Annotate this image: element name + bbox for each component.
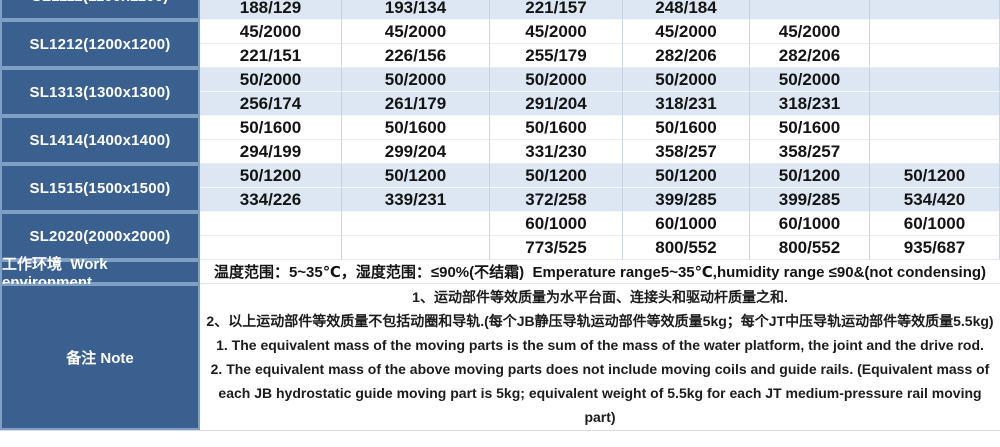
spec-cell: 50/1600 bbox=[342, 116, 490, 140]
spec-cell: 256/174 bbox=[200, 92, 342, 116]
spec-cell: 534/420 bbox=[870, 188, 1000, 212]
spec-cell: 221/151 bbox=[200, 44, 342, 68]
spec-cell: 45/2000 bbox=[750, 20, 870, 44]
spec-cell: 50/1600 bbox=[200, 116, 342, 140]
spec-cell: 226/156 bbox=[342, 44, 490, 68]
spec-cell: 50/2000 bbox=[342, 68, 490, 92]
spec-cell: 935/687 bbox=[870, 236, 1000, 260]
spec-cell: 45/2000 bbox=[200, 20, 342, 44]
spec-cell bbox=[200, 236, 342, 260]
table-row: SL2020(2000x2000) 60/1000 60/1000 60/1000 60… bbox=[0, 212, 1000, 260]
note-line: each JB hydrostatic guide moving part is… bbox=[218, 385, 982, 401]
table-row: SL1515(1500x1500) 50/1200 50/1200 50/1200 50… bbox=[0, 164, 1000, 212]
note-line: 2. The equivalent mass of the above movi… bbox=[210, 361, 990, 377]
spec-cell: 248/184 bbox=[623, 0, 750, 20]
spec-cell: 50/1600 bbox=[750, 116, 870, 140]
model-label: SL1313(1300x1300) bbox=[0, 68, 200, 116]
spec-cell: 358/257 bbox=[750, 140, 870, 164]
spec-cell: 50/1600 bbox=[623, 116, 750, 140]
spec-cell: 221/157 bbox=[490, 0, 623, 20]
spec-cell: 50/1200 bbox=[870, 164, 1000, 188]
note-label: 备注 Note bbox=[0, 284, 200, 430]
note-line: 2、以上运动部件等效质量不包括动圈和导轨.(每个JB静压导轨运动部件等效质量5k… bbox=[206, 313, 994, 329]
table-row: SL1212(1200x1200) 45/2000 45/2000 45/2000 45… bbox=[0, 20, 1000, 68]
spec-cell bbox=[870, 140, 1000, 164]
spec-cell bbox=[870, 68, 1000, 92]
spec-cell: 60/1000 bbox=[490, 212, 623, 236]
model-label: SL1414(1400x1400) bbox=[0, 116, 200, 164]
work-environment-label: 工作环境 Work environment bbox=[0, 256, 200, 291]
spec-cell: 50/1200 bbox=[490, 164, 623, 188]
spec-cell: 282/206 bbox=[750, 44, 870, 68]
spec-cell: 50/1200 bbox=[342, 164, 490, 188]
spec-cell: 193/134 bbox=[342, 0, 490, 20]
spec-cell: 299/204 bbox=[342, 140, 490, 164]
spec-cell: 45/2000 bbox=[490, 20, 623, 44]
spec-cell: 45/2000 bbox=[623, 20, 750, 44]
spec-cell: 188/129 bbox=[200, 0, 342, 20]
note-line: 1、运动部件等效质量为水平台面、连接头和驱动杆质量之和. bbox=[412, 289, 788, 305]
spec-cell: 50/1200 bbox=[750, 164, 870, 188]
spec-cell: 45/2000 bbox=[342, 20, 490, 44]
model-label: SL1212(1200x1200) bbox=[0, 20, 200, 68]
spec-cell: 50/1600 bbox=[490, 116, 623, 140]
spec-cell bbox=[750, 0, 870, 20]
note-line: 1. The equivalent mass of the moving par… bbox=[216, 337, 984, 353]
spec-cell bbox=[870, 116, 1000, 140]
spec-rows: SL1111(1100x1100)188/129193/134221/15724… bbox=[0, 0, 1000, 260]
spec-cell: 50/2000 bbox=[490, 68, 623, 92]
spec-cell: 261/179 bbox=[342, 92, 490, 116]
spec-cell: 60/1000 bbox=[750, 212, 870, 236]
spec-cell bbox=[870, 44, 1000, 68]
spec-cell bbox=[200, 212, 342, 236]
spec-cell: 800/552 bbox=[750, 236, 870, 260]
spec-cell: 60/1000 bbox=[870, 212, 1000, 236]
note-row: 备注 Note 1、运动部件等效质量为水平台面、连接头和驱动杆质量之和. 2、以上… bbox=[0, 284, 1000, 431]
spec-cell: 255/179 bbox=[490, 44, 623, 68]
spec-cell bbox=[870, 20, 1000, 44]
spec-cell: 50/2000 bbox=[750, 68, 870, 92]
spec-cell bbox=[870, 92, 1000, 116]
spec-cell bbox=[870, 0, 1000, 20]
table-row: SL1313(1300x1300) 50/2000 50/2000 50/2000 50… bbox=[0, 68, 1000, 116]
spec-cell: 773/525 bbox=[490, 236, 623, 260]
spec-cell: 318/231 bbox=[623, 92, 750, 116]
spec-cell: 800/552 bbox=[623, 236, 750, 260]
work-environment-row: 工作环境 Work environment 温度范围：5~35℃，湿度范围：≤9… bbox=[0, 256, 1000, 291]
spec-cell bbox=[342, 212, 490, 236]
note-body: 1、运动部件等效质量为水平台面、连接头和驱动杆质量之和. 2、以上运动部件等效质量… bbox=[200, 284, 1000, 430]
model-label: SL2020(2000x2000) bbox=[0, 212, 200, 260]
model-label: SL1111(1100x1100) bbox=[0, 0, 200, 20]
spec-cell: 318/231 bbox=[750, 92, 870, 116]
spec-cell: 50/1200 bbox=[200, 164, 342, 188]
spec-cell: 294/199 bbox=[200, 140, 342, 164]
spec-cell: 399/285 bbox=[623, 188, 750, 212]
note-line: part) bbox=[584, 409, 616, 425]
spec-cell: 60/1000 bbox=[623, 212, 750, 236]
spec-cell: 339/231 bbox=[342, 188, 490, 212]
spec-cell: 331/230 bbox=[490, 140, 623, 164]
spec-cell: 50/1200 bbox=[623, 164, 750, 188]
spec-cell: 291/204 bbox=[490, 92, 623, 116]
spec-cell: 399/285 bbox=[750, 188, 870, 212]
spec-cell: 282/206 bbox=[623, 44, 750, 68]
spec-cell: 358/257 bbox=[623, 140, 750, 164]
table-row: SL1111(1100x1100)188/129193/134221/15724… bbox=[0, 0, 1000, 20]
spec-cell: 372/258 bbox=[490, 188, 623, 212]
spec-cell: 50/2000 bbox=[200, 68, 342, 92]
spec-table: SL1111(1100x1100)188/129193/134221/15724… bbox=[0, 0, 1000, 431]
spec-cell: 50/2000 bbox=[623, 68, 750, 92]
work-environment-value: 温度范围：5~35℃，湿度范围：≤90%(不结霜) Emperature ran… bbox=[200, 260, 1000, 284]
spec-cell bbox=[342, 236, 490, 260]
table-row: SL1414(1400x1400) 50/1600 50/1600 50/1600 50… bbox=[0, 116, 1000, 164]
model-label: SL1515(1500x1500) bbox=[0, 164, 200, 212]
spec-cell: 334/226 bbox=[200, 188, 342, 212]
